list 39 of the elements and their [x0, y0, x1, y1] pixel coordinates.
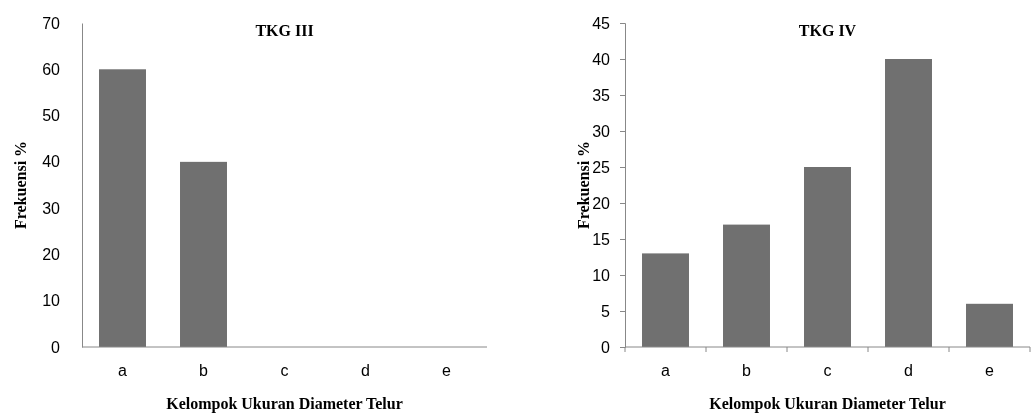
y-tick-label: 15 — [592, 230, 611, 248]
y-tick-label: 0 — [601, 338, 611, 356]
x-tick-label: c — [823, 362, 832, 380]
bar — [804, 167, 851, 347]
y-tick-label: 35 — [592, 86, 611, 104]
x-tick-label: b — [199, 362, 209, 380]
y-tick-label: 50 — [42, 107, 61, 125]
y-tick-label: 30 — [592, 122, 611, 140]
y-axis-title: Frekuensi % — [11, 140, 29, 230]
bar — [966, 303, 1013, 347]
y-tick-label: 10 — [42, 292, 61, 310]
bar — [642, 253, 689, 347]
bar — [885, 59, 932, 347]
x-tick-label: a — [118, 362, 128, 380]
y-tick-label: 30 — [42, 199, 61, 217]
chart-title: TKG III — [255, 22, 314, 39]
x-axis-title: Kelompok Ukuran Diameter Telur — [166, 395, 403, 413]
x-tick-label: d — [904, 362, 913, 380]
y-tick-label: 20 — [42, 246, 61, 264]
bar — [723, 224, 770, 347]
y-tick-label: 5 — [601, 302, 611, 320]
y-tick-label: 0 — [51, 338, 61, 356]
y-tick-label: 20 — [592, 194, 611, 212]
x-tick-label: e — [442, 362, 452, 380]
x-tick-label: a — [661, 362, 671, 380]
chart-title: TKG IV — [798, 22, 857, 39]
y-tick-label: 40 — [42, 153, 61, 171]
x-axis-title: Kelompok Ukuran Diameter Telur — [709, 395, 946, 413]
x-tick-label: b — [742, 362, 752, 380]
x-tick-label: e — [985, 362, 995, 380]
y-tick-label: 40 — [592, 50, 611, 68]
y-tick-label: 70 — [42, 14, 61, 32]
x-tick-label: d — [361, 362, 370, 380]
y-tick-label: 60 — [42, 60, 61, 78]
y-tick-label: 10 — [592, 266, 611, 284]
y-axis-title: Frekuensi % — [574, 140, 592, 230]
x-tick-label: c — [280, 362, 289, 380]
y-tick-label: 45 — [592, 14, 611, 32]
y-tick-label: 25 — [592, 158, 611, 176]
